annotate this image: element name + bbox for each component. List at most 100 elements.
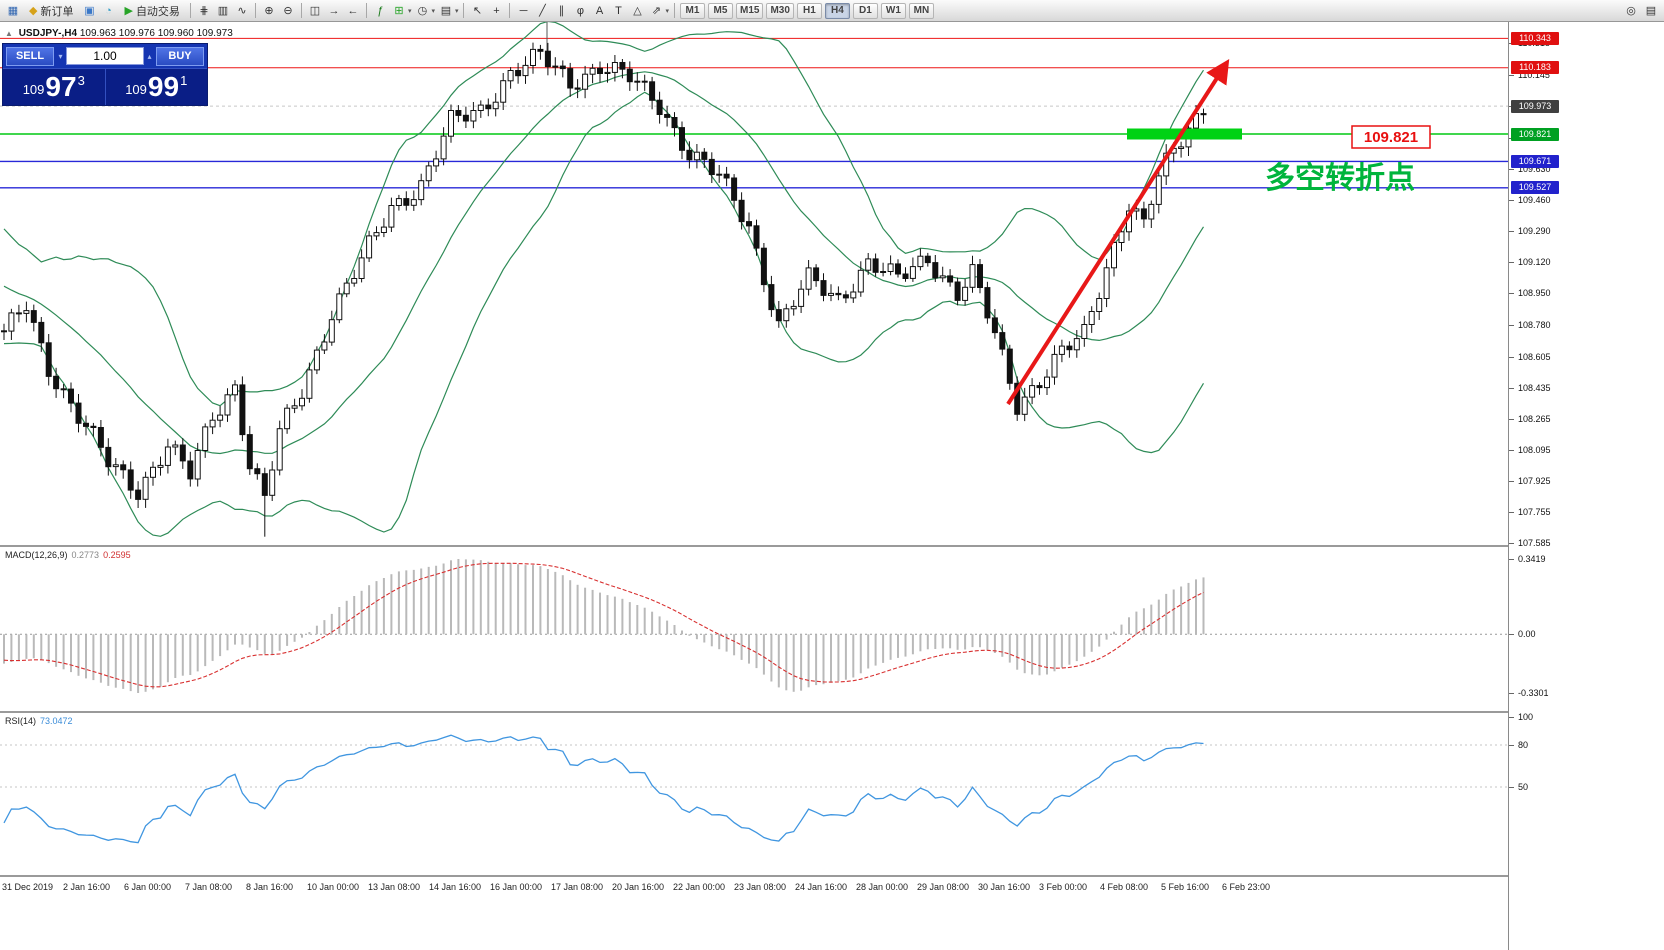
macd-label: MACD(12,26,9) 0.2773 0.2595 (5, 550, 131, 560)
time-axis-label: 23 Jan 08:00 (734, 882, 787, 892)
volume-input[interactable] (66, 47, 144, 65)
dropdown-arrow-icon[interactable]: ▾ (407, 7, 412, 15)
time-axis-label: 14 Jan 16:00 (429, 882, 482, 892)
bar-chart-icon[interactable]: ⋕ (199, 5, 209, 17)
crosshair-icon[interactable]: + (493, 4, 500, 17)
dropdown-arrow-icon[interactable]: ▾ (454, 7, 459, 15)
tile-windows-icon[interactable]: ◫ (309, 5, 321, 17)
time-axis[interactable]: 31 Dec 2019 2 Jan 16:00 6 Jan 00:00 7 Jan 0… (0, 877, 1508, 950)
profiles-icon[interactable]: ◔ (105, 4, 112, 17)
price-scale-tick (1509, 480, 1514, 482)
collapse-arrow-icon[interactable]: ▲ (5, 29, 13, 38)
chart-window-icon[interactable]: ▣ (84, 5, 95, 17)
price-scale-label: 108.435 (1518, 382, 1551, 393)
one-click-trading-panel: SELL ▾ ▴ BUY 109 97 3 109 99 1 (2, 43, 208, 106)
new-order-button[interactable]: ◆ 新订单 (23, 2, 79, 20)
new-chart-icon[interactable]: ⊞ (394, 5, 404, 17)
auto-trading-play-icon: ▶ (124, 5, 133, 17)
horizontal-line-icon[interactable]: ─ (519, 4, 528, 17)
text-tool-icon[interactable]: A (595, 4, 604, 17)
price-scale-label: 110.145 (1518, 69, 1550, 80)
dropdown-arrow-icon[interactable]: ▾ (665, 7, 669, 15)
label-tool-icon[interactable]: T (615, 4, 622, 17)
auto-trading-label: 自动交易 (135, 5, 180, 18)
time-axis-label: 5 Feb 16:00 (1161, 882, 1210, 892)
macd-scale-label: 0.3419 (1518, 554, 1546, 564)
price-scale-tick (1509, 356, 1514, 358)
indicator-scale-tick (1509, 693, 1514, 694)
time-axis-label: 30 Jan 16:00 (978, 882, 1031, 892)
macd-panel[interactable] (0, 547, 1508, 711)
timeframe-h4[interactable]: H4 (824, 2, 850, 19)
time-axis-label: 4 Feb 08:00 (1100, 882, 1149, 892)
buy-button[interactable]: BUY (156, 46, 204, 66)
timeframe-m15[interactable]: M15 (736, 2, 764, 19)
price-tag: 109.671 (1511, 154, 1559, 168)
symbol-name: USDJPY-,H4 (18, 28, 78, 39)
time-axis-label: 16 Jan 00:00 (490, 882, 543, 892)
indicators-icon[interactable]: ƒ (376, 4, 383, 17)
candlestick-chart-icon[interactable]: ▥ (217, 5, 229, 17)
indicator-scale-tick (1509, 717, 1514, 718)
time-axis-label: 6 Jan 00:00 (124, 882, 172, 892)
fibonacci-icon[interactable]: φ (576, 4, 585, 17)
time-axis-label: 10 Jan 00:00 (307, 882, 360, 892)
zoom-in-icon[interactable]: ⊕ (264, 5, 274, 17)
time-axis-label: 24 Jan 16:00 (795, 882, 848, 892)
charts-menu-icon[interactable]: ▦ (7, 5, 19, 17)
line-chart-icon[interactable]: ∿ (237, 5, 247, 17)
arrows-tool-icon[interactable]: ⇗ (651, 5, 662, 17)
indicator-scale-tick (1509, 634, 1514, 636)
time-axis-label: 28 Jan 00:00 (856, 882, 909, 892)
auto-scroll-icon[interactable]: → (328, 4, 340, 17)
volume-decrease-icon[interactable]: ▾ (58, 51, 63, 61)
rsi-panel[interactable] (0, 713, 1508, 875)
zoom-out-icon[interactable]: ⊖ (283, 5, 293, 17)
price-scale-tick (1509, 543, 1514, 545)
time-axis-label: 8 Jan 16:00 (246, 882, 294, 892)
sell-button[interactable]: SELL (6, 46, 54, 66)
templates-icon[interactable]: ▤ (440, 5, 452, 17)
timeframe-h1[interactable]: H1 (796, 2, 822, 19)
timeframe-d1[interactable]: D1 (852, 2, 878, 19)
auto-trading-button[interactable]: ▶ 自动交易 (118, 2, 185, 20)
price-scale-tick (1509, 74, 1514, 76)
panel-separator[interactable] (0, 545, 1664, 547)
rsi-scale-label: 100 (1518, 712, 1534, 722)
timeframe-mn[interactable]: MN (908, 2, 934, 19)
timeframe-m1[interactable]: M1 (680, 2, 705, 19)
time-axis-label: 31 Dec 2019 (2, 882, 54, 892)
price-scale-tick (1509, 387, 1514, 389)
panels-icon[interactable]: ▤ (1645, 5, 1657, 17)
price-tag: 109.527 (1511, 181, 1559, 195)
chart-shift-icon[interactable]: ← (347, 4, 359, 17)
chart-area[interactable]: 109.821 多空转折点 ▲ USDJPY-,H4 109.963 109.97… (0, 22, 1664, 950)
price-scale-tick (1509, 168, 1514, 170)
timeframe-m30[interactable]: M30 (766, 2, 794, 19)
symbol-ohlc: 109.963 109.976 109.960 109.973 (79, 28, 233, 39)
time-axis-label: 7 Jan 08:00 (185, 882, 233, 892)
rsi-label: RSI(14) 73.0472 (5, 716, 73, 726)
dropdown-arrow-icon[interactable]: ▾ (431, 7, 435, 15)
time-axis-label: 3 Feb 00:00 (1039, 882, 1088, 892)
timeframe-m5[interactable]: M5 (708, 2, 733, 19)
volume-increase-icon[interactable]: ▴ (147, 51, 152, 61)
timeframe-w1[interactable]: W1 (880, 2, 906, 19)
price-scale-label: 109.290 (1518, 226, 1551, 237)
cursor-icon[interactable]: ↖ (472, 5, 483, 17)
periods-icon[interactable]: ◷ (417, 5, 428, 17)
search-icon[interactable]: ◎ (1626, 5, 1636, 17)
macd-scale-label: 0.00 (1518, 629, 1536, 640)
trendline-icon[interactable]: ╱ (539, 5, 546, 17)
panel-separator[interactable] (0, 711, 1664, 713)
main-price-chart[interactable]: 109.821 多空转折点 (0, 22, 1508, 545)
price-scale[interactable]: 110.318110.145109.973109.800109.630109.4… (1508, 22, 1664, 950)
price-scale-label: 108.265 (1518, 413, 1551, 424)
channel-icon[interactable]: ∥ (558, 5, 565, 17)
time-axis-label: 13 Jan 08:00 (368, 882, 421, 892)
price-tag: 109.821 (1511, 127, 1559, 141)
price-scale-tick (1509, 231, 1514, 233)
price-scale-label: 108.095 (1518, 444, 1551, 455)
shapes-icon[interactable]: △ (633, 5, 642, 17)
time-axis-label: 2 Jan 16:00 (63, 882, 111, 892)
